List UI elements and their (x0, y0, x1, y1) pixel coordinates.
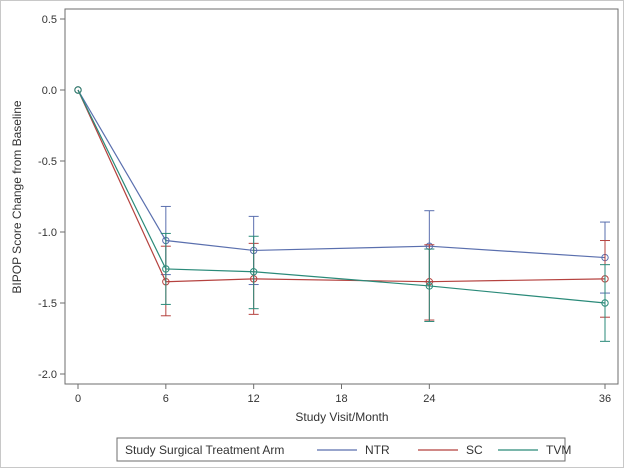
legend-label: SC (466, 443, 483, 457)
y-axis-label: BIPOP Score Change from Baseline (10, 100, 24, 294)
data-point (74, 86, 82, 94)
y-tick-label: -0.5 (38, 156, 57, 168)
data-point (425, 282, 434, 290)
x-tick-label: 6 (163, 393, 169, 405)
y-tick-label: -1.5 (38, 298, 57, 310)
plot-area (64, 8, 619, 385)
x-tick-label: 12 (248, 393, 260, 405)
series-layer (74, 86, 610, 342)
x-tick-label: 18 (335, 393, 347, 405)
x-axis: 0 6 12 18 24 36 (75, 384, 611, 405)
legend: Study Surgical Treatment Arm NTR SC TVM (116, 437, 571, 462)
y-axis: 0.5 0.0 -0.5 -1.0 -1.5 -2.0 (38, 14, 65, 381)
x-axis-label: Study Visit/Month (295, 410, 388, 424)
data-point (249, 268, 258, 276)
x-tick-label: 0 (75, 393, 81, 405)
y-tick-label: -1.0 (38, 227, 57, 239)
legend-title: Study Surgical Treatment Arm (125, 443, 284, 457)
series-line (77, 89, 606, 304)
y-tick-label: -2.0 (38, 369, 57, 381)
series-tvm (74, 86, 610, 342)
legend-items: NTR SC TVM (317, 443, 571, 457)
x-tick-label: 24 (423, 393, 435, 405)
y-tick-label: 0.5 (42, 14, 57, 26)
x-tick-label: 36 (599, 393, 611, 405)
data-point (601, 299, 609, 307)
y-tick-label: 0.0 (42, 85, 57, 97)
legend-label: NTR (365, 443, 390, 457)
legend-label: TVM (546, 443, 571, 457)
data-point (162, 265, 170, 273)
